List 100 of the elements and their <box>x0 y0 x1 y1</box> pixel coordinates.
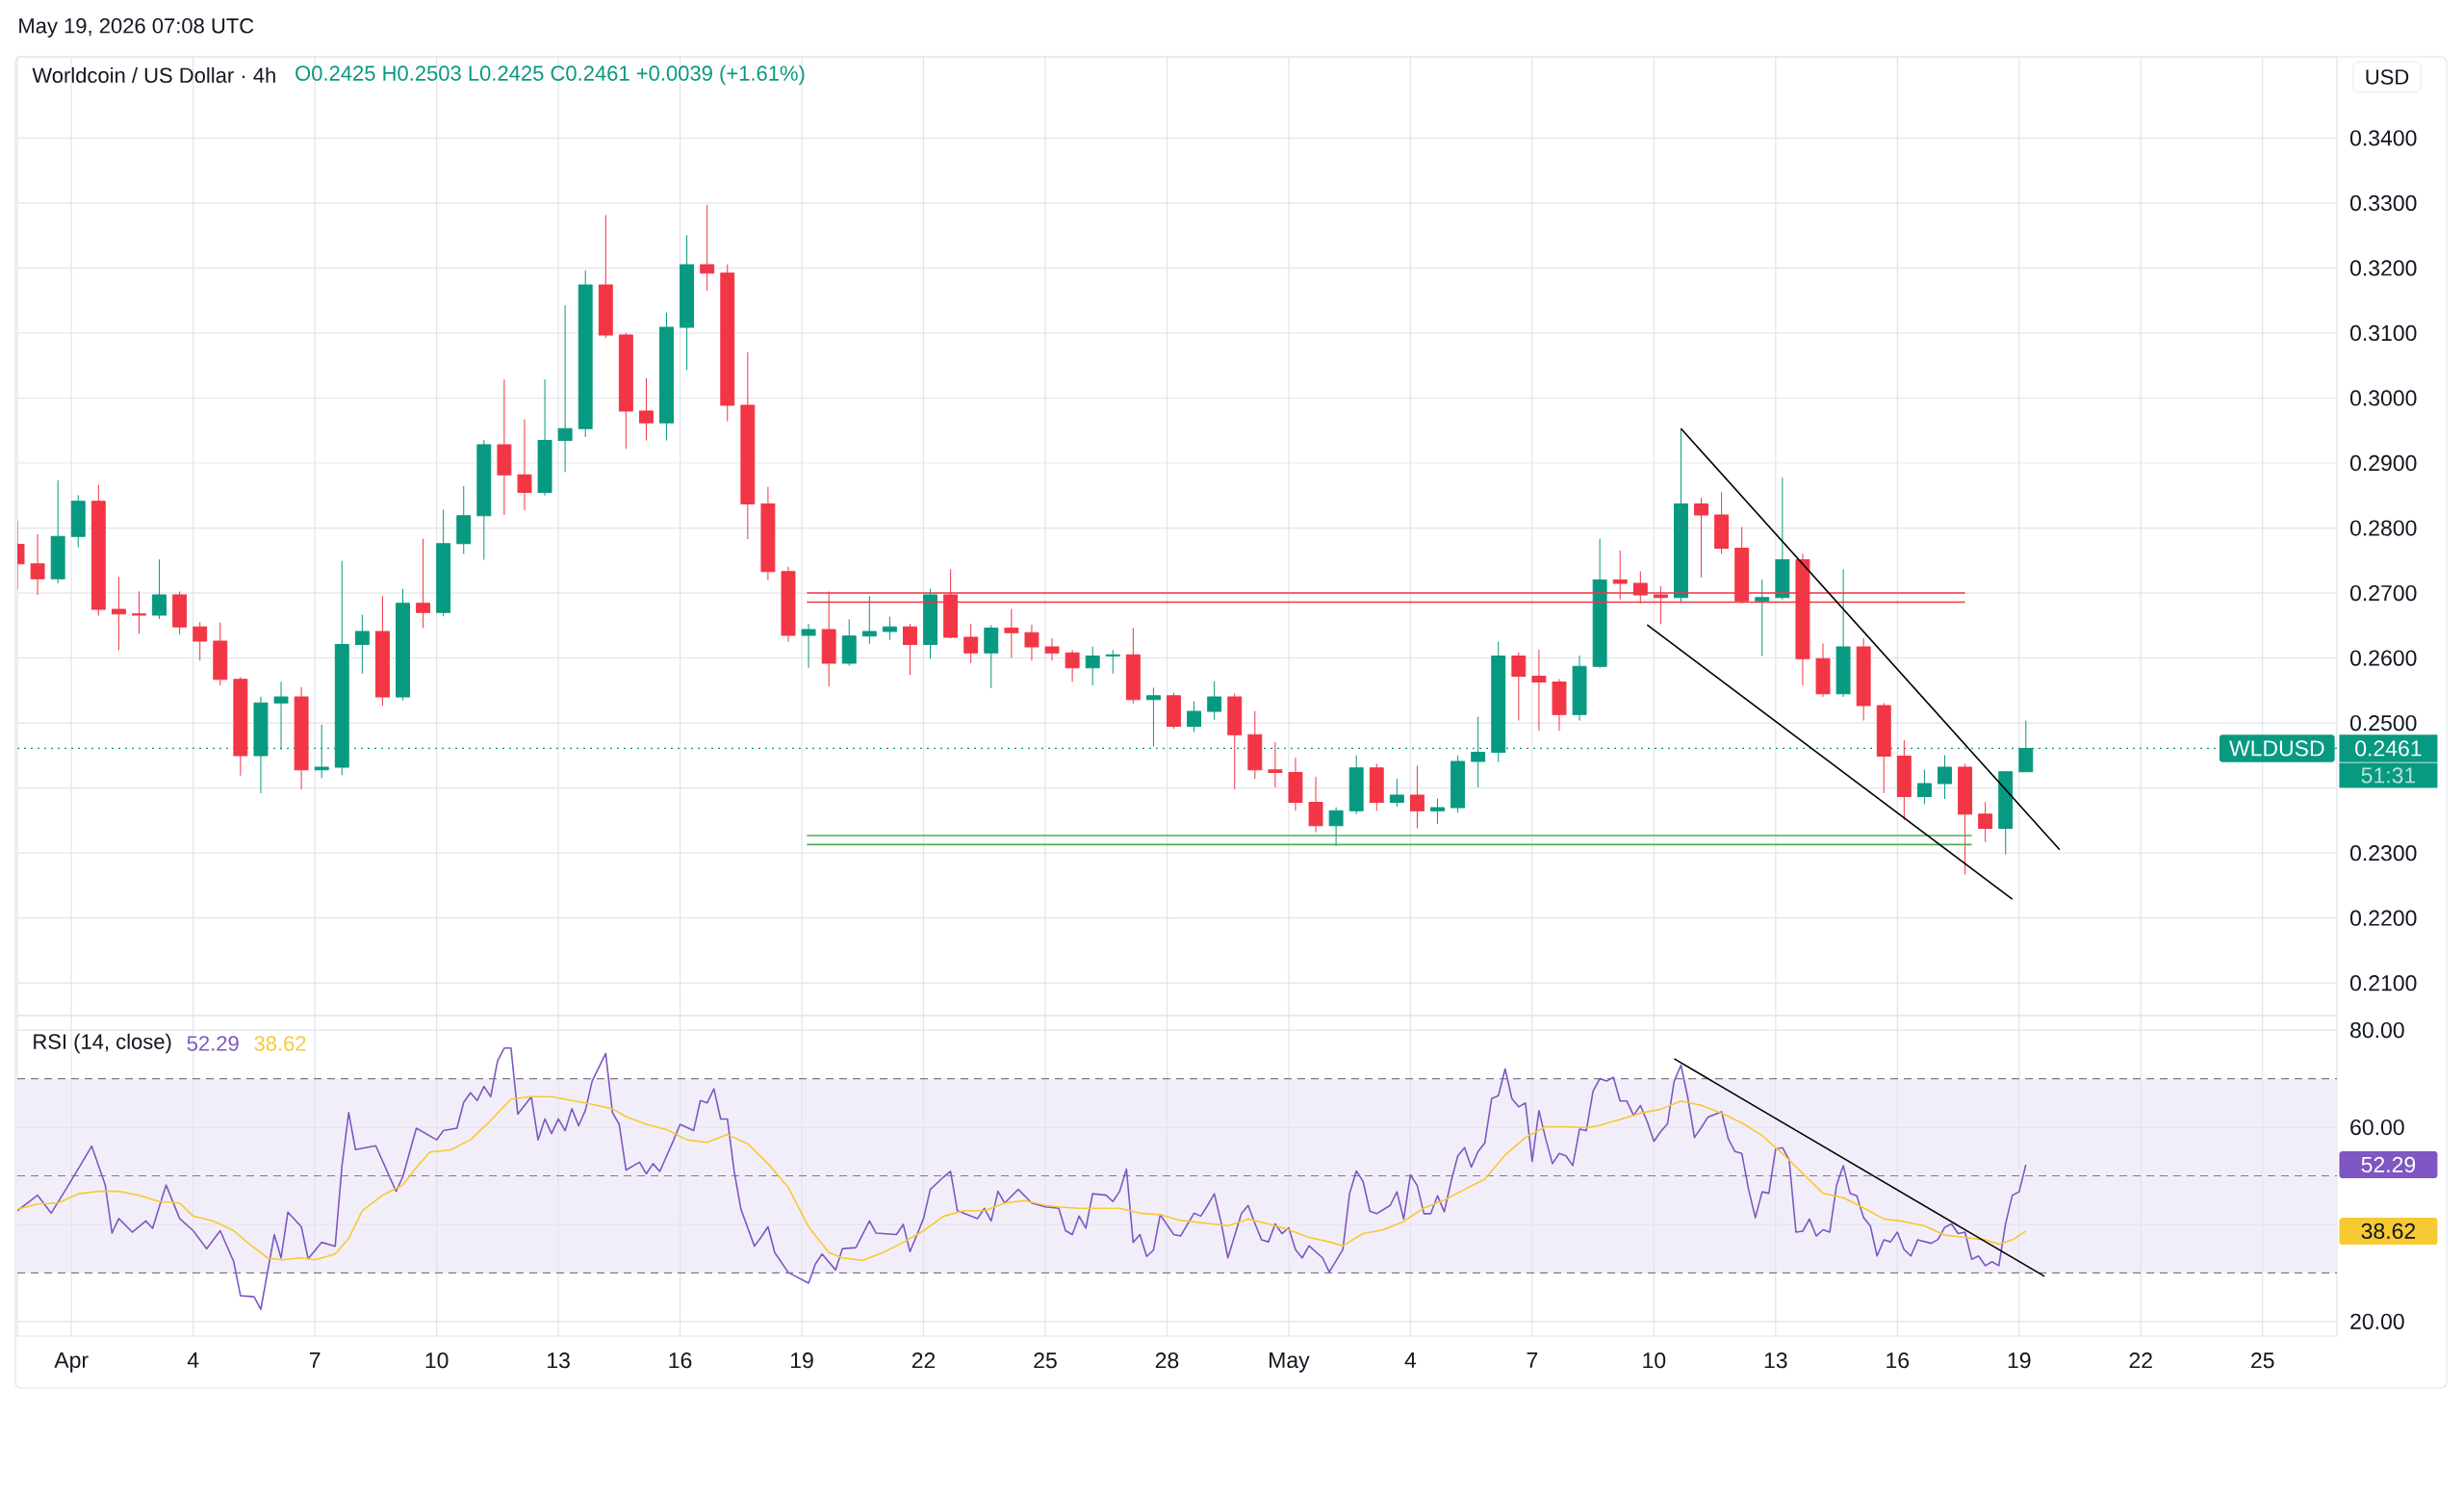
candlestick <box>923 588 937 659</box>
candlestick <box>1998 771 2014 856</box>
candlestick <box>882 616 897 641</box>
y-tick-label: 0.2600 <box>2349 650 2417 666</box>
candlestick <box>1105 649 1120 675</box>
x-tick-label: 19 <box>2008 1352 2031 1369</box>
candlestick <box>152 559 167 620</box>
candlestick <box>781 566 796 643</box>
candlestick <box>354 614 370 675</box>
x-tick-label: 7 <box>309 1352 321 1368</box>
y-tick-label: 0.2500 <box>2349 714 2417 732</box>
candlestick <box>1450 755 1466 813</box>
x-tick-label: 22 <box>911 1352 936 1369</box>
candlestick <box>1409 765 1424 830</box>
candlestick <box>1044 637 1060 661</box>
candlestick <box>1328 807 1344 847</box>
candlestick <box>294 686 309 790</box>
candlestick <box>720 264 735 423</box>
x-tick-label: 10 <box>425 1352 449 1369</box>
candlestick <box>1958 763 1973 875</box>
y-axis-title: USD <box>2366 69 2409 85</box>
candlestick <box>1755 579 1770 657</box>
candlestick <box>1491 641 1506 763</box>
candlestick <box>1207 681 1222 721</box>
candlestick <box>1268 741 1283 788</box>
annotation: 38.62 <box>254 1036 306 1051</box>
x-tick-label: 10 <box>1643 1352 1666 1369</box>
candlestick <box>1552 679 1567 732</box>
candlestick <box>537 379 552 497</box>
ref-line-label: WLDUSD <box>2229 740 2324 757</box>
candlestick <box>233 677 248 777</box>
candlestick <box>1531 649 1547 732</box>
candlestick <box>1938 755 1952 800</box>
candlestick <box>618 332 633 450</box>
x-tick-label: 25 <box>2251 1352 2274 1369</box>
chart-subtitle: O0.2425 H0.2503 L0.2425 C0.2461 +0.0039 (+1.61%) <box>295 64 805 86</box>
candlestick <box>638 377 654 441</box>
candlestick <box>1389 778 1404 808</box>
x-tick-label: 13 <box>1764 1352 1787 1369</box>
candlestick <box>801 623 816 669</box>
candlestick <box>1369 763 1384 811</box>
candlestick <box>760 486 776 581</box>
candlestick <box>861 595 877 645</box>
candlestick <box>963 623 979 664</box>
x-tick-label: 16 <box>669 1352 692 1369</box>
candlestick <box>70 495 86 549</box>
text: May 19, 2026 07:08 UTC <box>19 18 254 38</box>
x-tick-label: 25 <box>1034 1352 1057 1369</box>
candlestick <box>1308 776 1323 834</box>
candlestick <box>172 591 188 635</box>
x-tick-label: May <box>1270 1352 1310 1373</box>
candlestick <box>1167 692 1181 730</box>
candlestick <box>1145 687 1161 747</box>
candlestick <box>374 595 390 707</box>
candlestick <box>1775 477 1790 601</box>
candlestick <box>1471 716 1486 788</box>
candlestick <box>192 621 208 661</box>
candlestick <box>30 533 45 596</box>
candlestick <box>50 479 65 584</box>
y-tick-label: 0.2200 <box>2349 910 2417 926</box>
candlestick <box>497 379 512 516</box>
candlestick <box>1896 739 1912 821</box>
candlestick <box>578 270 593 438</box>
x-tick-label: 19 <box>791 1352 813 1369</box>
x-tick-label: 4 <box>1404 1352 1417 1368</box>
text: 51:31 <box>2361 767 2416 784</box>
chart-title: Worldcoin / US Dollar · 4h <box>32 66 275 84</box>
candlestick <box>598 215 613 339</box>
candlestick <box>557 305 573 473</box>
candlestick <box>1916 769 1932 806</box>
candlestick <box>680 235 695 371</box>
candlestick <box>213 622 228 686</box>
x-tick-label: Apr <box>54 1352 89 1373</box>
x-tick-label: 28 <box>1155 1352 1179 1369</box>
y-tick-label: 0.3000 <box>2349 390 2417 406</box>
text: 52.29 <box>2361 1156 2416 1173</box>
candlestick <box>1978 802 1993 843</box>
candlestick <box>517 419 532 511</box>
candlestick <box>416 538 431 630</box>
y-tick-label: 0.3200 <box>2349 260 2417 276</box>
candlestick <box>1876 703 1891 794</box>
candlestick <box>1694 497 1708 579</box>
y-tick-label: 0.2800 <box>2349 520 2417 536</box>
candlestick <box>396 588 410 701</box>
y-tick-label: 0.2700 <box>2349 584 2417 602</box>
candlestick <box>1572 656 1587 721</box>
y-tick-label: 20.00 <box>2350 1313 2404 1329</box>
candlestick <box>111 577 126 651</box>
candlestick <box>1085 646 1100 686</box>
y-tick-label: 0.2100 <box>2349 975 2417 991</box>
candlestick <box>700 204 715 292</box>
candlestick <box>1247 710 1263 780</box>
candlestick <box>1714 491 1730 555</box>
candlestick <box>984 625 999 689</box>
y-tick-label: 0.3100 <box>2349 324 2417 342</box>
x-tick-label: 4 <box>187 1352 199 1368</box>
candlestick <box>1227 693 1243 790</box>
candlestick <box>1348 755 1364 815</box>
candlestick <box>132 591 146 635</box>
y-tick-label: 60.00 <box>2350 1119 2404 1136</box>
